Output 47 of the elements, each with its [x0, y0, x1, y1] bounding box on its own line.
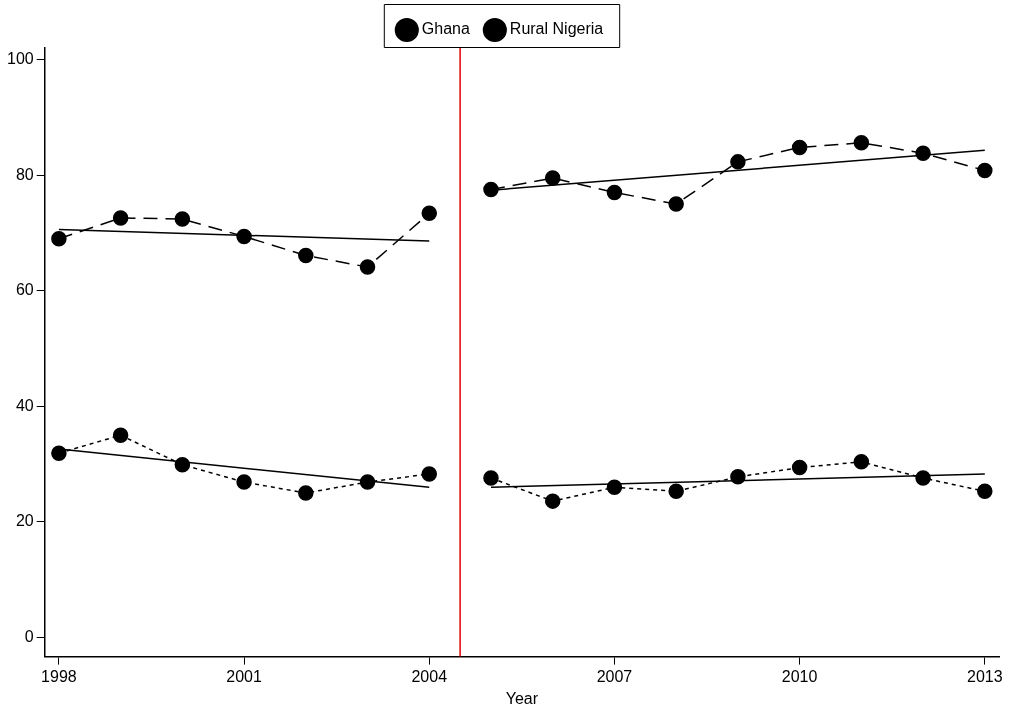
point	[853, 135, 870, 151]
point	[51, 230, 67, 247]
point	[606, 479, 623, 496]
y-tick-label: 60	[15, 281, 34, 299]
y-tick-label: 100	[6, 49, 34, 67]
point	[915, 470, 931, 486]
point	[359, 259, 376, 275]
point	[791, 139, 808, 156]
legend-label: Ghana	[421, 20, 470, 38]
point	[112, 210, 129, 226]
point	[668, 196, 684, 212]
y-tick-label: 20	[15, 512, 34, 530]
x-tick-label: 2001	[226, 667, 262, 685]
point	[51, 445, 67, 461]
legend-label: Rural Nigeria	[509, 20, 604, 38]
point	[730, 469, 746, 485]
point	[236, 474, 252, 490]
point	[236, 228, 252, 245]
point	[359, 474, 376, 490]
point	[174, 456, 191, 473]
point	[915, 145, 931, 161]
point	[544, 170, 561, 186]
y-tick-label: 80	[15, 165, 34, 183]
x-tick-label: 2013	[967, 667, 1003, 685]
point	[421, 466, 438, 482]
point	[977, 483, 993, 500]
x-tick-label: 2010	[781, 667, 818, 685]
x-tick-label: 1998	[41, 667, 77, 685]
point	[853, 454, 870, 470]
point	[421, 205, 438, 222]
point	[483, 181, 499, 198]
point	[730, 154, 746, 170]
point	[298, 247, 314, 264]
point	[791, 459, 808, 476]
x-axis-title: Year	[505, 689, 539, 707]
point	[483, 470, 499, 486]
point	[174, 211, 191, 227]
point	[606, 184, 623, 201]
point	[668, 483, 684, 500]
y-tick-label: 40	[15, 396, 34, 414]
point	[977, 162, 993, 179]
point	[112, 427, 129, 443]
point	[544, 493, 561, 509]
x-tick-label: 2007	[596, 667, 633, 685]
point	[298, 485, 314, 501]
y-tick-label: 0	[24, 627, 34, 645]
x-tick-label: 2004	[411, 667, 448, 685]
